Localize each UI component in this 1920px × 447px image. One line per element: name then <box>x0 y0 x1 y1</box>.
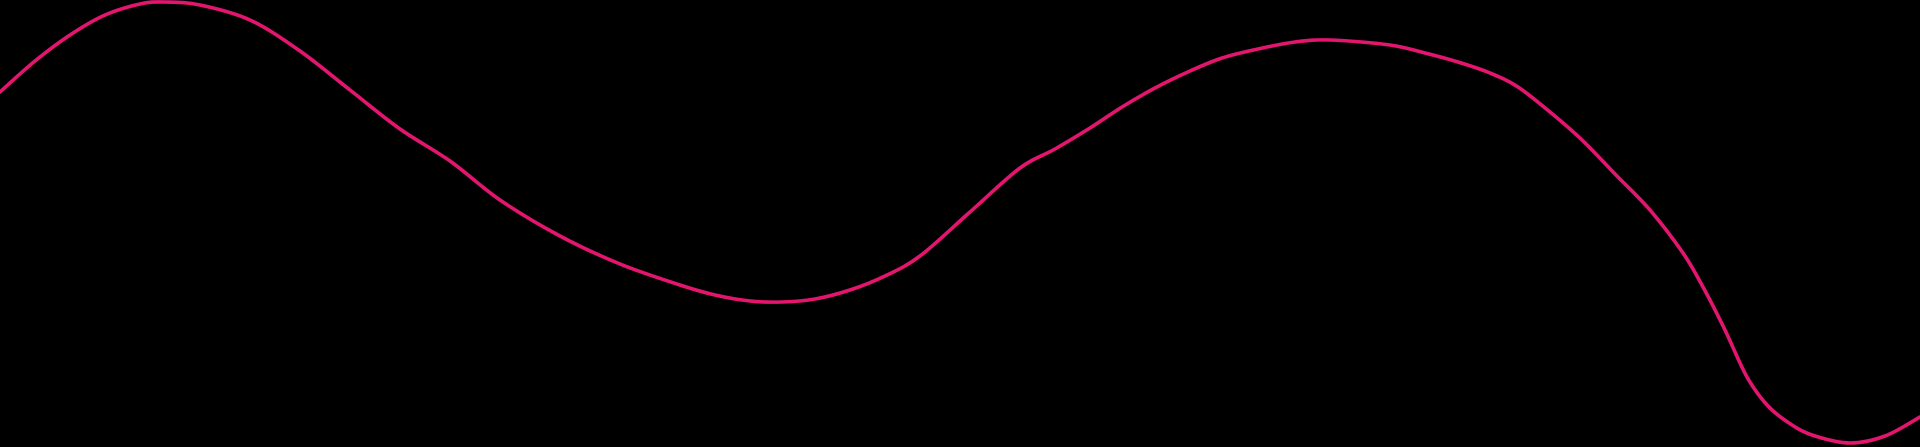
wave-curve <box>0 0 1920 445</box>
black-canvas <box>0 0 1920 447</box>
wave-curve-svg <box>0 0 1920 445</box>
